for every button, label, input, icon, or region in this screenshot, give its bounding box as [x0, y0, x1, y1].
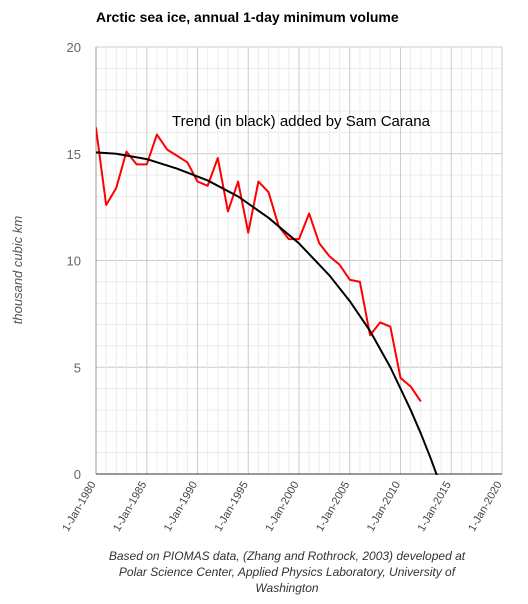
- x-tick-label: 1-Jan-1990: [162, 480, 200, 534]
- source-caption: Based on PIOMAS data, (Zhang and Rothroc…: [60, 548, 514, 596]
- caption-line-2: Polar Science Center, Applied Physics La…: [118, 565, 456, 579]
- y-ticks: 0 5 10 15 20: [67, 40, 81, 482]
- y-tick-label: 0: [74, 467, 81, 482]
- y-axis-label: thousand cubic km: [10, 216, 25, 325]
- trend-annotation: Trend (in black) added by Sam Carana: [172, 113, 431, 130]
- caption-line-3: Washington: [255, 581, 319, 595]
- x-tick-label: 1-Jan-2000: [263, 480, 301, 534]
- x-tick-label: 1-Jan-2015: [416, 480, 454, 534]
- y-tick-label: 10: [67, 254, 81, 269]
- grid: [95, 46, 503, 475]
- series: [96, 126, 438, 475]
- caption-line-1: Based on PIOMAS data, (Zhang and Rothroc…: [108, 549, 466, 563]
- y-tick-label: 20: [67, 40, 81, 55]
- x-tick-label: 1-Jan-1980: [60, 480, 98, 534]
- chart: Arctic sea ice, annual 1-day minimum vol…: [10, 9, 505, 534]
- y-tick-label: 15: [67, 147, 81, 162]
- x-tick-label: 1-Jan-1985: [111, 480, 149, 534]
- x-ticks: 1-Jan-1980 1-Jan-1985 1-Jan-1990 1-Jan-1995…: [60, 480, 504, 534]
- x-tick-label: 1-Jan-2005: [314, 480, 352, 534]
- x-tick-label: 1-Jan-1995: [213, 480, 251, 534]
- y-tick-label: 5: [74, 360, 81, 375]
- chart-title: Arctic sea ice, annual 1-day minimum vol…: [96, 9, 399, 25]
- series-line-trend: [96, 151, 438, 475]
- x-tick-label: 1-Jan-2020: [466, 480, 504, 534]
- x-tick-label: 1-Jan-2010: [365, 480, 403, 534]
